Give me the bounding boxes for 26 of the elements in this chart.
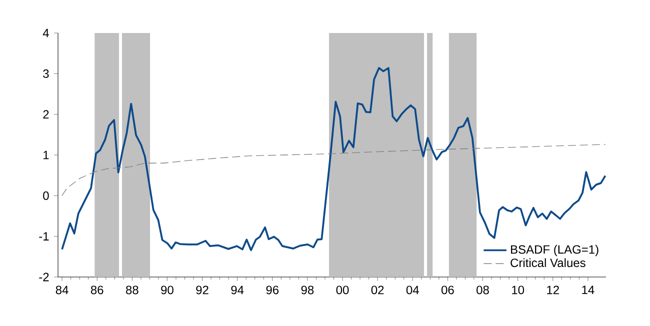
x-tick-label: 12	[547, 286, 559, 294]
x-tick-label: 86	[90, 286, 104, 294]
y-tick-label: 1	[44, 150, 49, 160]
x-tick-label: 10	[512, 286, 524, 294]
x-tick-label: 04	[406, 286, 419, 294]
y-tick-label: 0	[43, 191, 49, 200]
x-tick-label: 98	[301, 286, 314, 294]
y-tick-label: -2	[39, 272, 49, 282]
x-tick-label: 00	[336, 286, 349, 294]
x-tick-label: 14	[582, 286, 594, 294]
x-tick-label: 90	[161, 286, 174, 294]
legend-label: BSADF (LAG=1)	[511, 244, 598, 256]
x-tick-label: 88	[126, 286, 138, 294]
x-tick-label: 96	[266, 286, 279, 294]
y-tick-label: 3	[43, 69, 49, 78]
y-tick-label: 2	[43, 110, 49, 119]
y-tick-label: 4	[42, 28, 49, 38]
x-tick-label: 02	[371, 286, 384, 294]
x-tick-label: 94	[231, 286, 244, 294]
x-tick-label: 08	[476, 286, 489, 294]
x-tick-label: 06	[441, 286, 454, 294]
y-tick-label: -1	[39, 232, 49, 240]
x-tick-label: 92	[196, 286, 208, 294]
line-series	[62, 144, 606, 196]
x-tick-label: 84	[56, 286, 68, 294]
legend-label: Critical Values	[510, 258, 586, 268]
